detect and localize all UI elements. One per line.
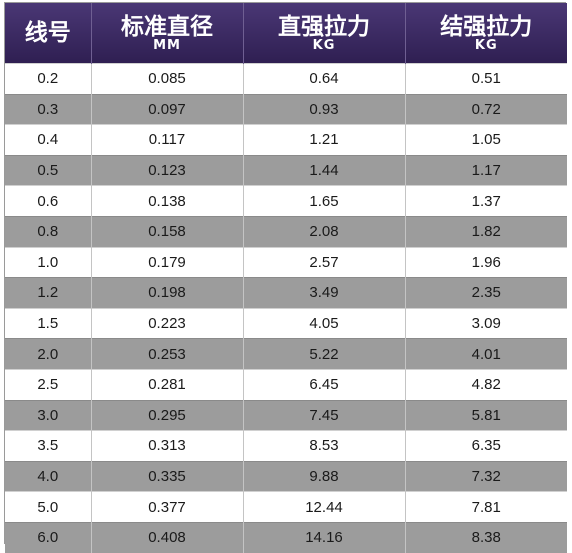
- table-row: 1.5 0.223 4.05 3.09: [5, 307, 567, 339]
- cell-diameter: 0.313: [91, 430, 244, 462]
- cell-diameter: 0.085: [91, 63, 244, 95]
- cell-line-number: 2.5: [5, 368, 92, 401]
- cell-diameter: 0.281: [91, 368, 244, 401]
- cell-knot-tensile: 8.38: [405, 521, 567, 553]
- cell-straight-tensile: 7.45: [243, 399, 406, 431]
- table-row: 1.0 0.179 2.57 1.96: [5, 246, 567, 278]
- table-row: 0.5 0.123 1.44 1.17: [5, 154, 567, 186]
- header-straight-tensile: 直强拉力 KG: [243, 3, 406, 64]
- cell-straight-tensile: 8.53: [243, 430, 406, 462]
- table-row: 0.3 0.097 0.93 0.72: [5, 93, 567, 125]
- spec-table-container: 线号 标准直径 MM 直强拉力 KG 结强拉力 KG 0.2 0.085 0.64 0…: [4, 2, 567, 553]
- cell-knot-tensile: 1.05: [405, 124, 567, 156]
- cell-line-number: 5.0: [5, 491, 92, 523]
- cell-straight-tensile: 1.65: [243, 185, 406, 217]
- cell-diameter: 0.253: [91, 338, 244, 370]
- cell-knot-tensile: 4.82: [405, 368, 567, 401]
- cell-line-number: 3.0: [5, 399, 92, 431]
- cell-straight-tensile: 1.21: [243, 124, 406, 156]
- table-row: 0.4 0.117 1.21 1.05: [5, 124, 567, 156]
- cell-diameter: 0.335: [91, 460, 244, 492]
- cell-diameter: 0.408: [91, 521, 244, 553]
- cell-diameter: 0.138: [91, 185, 244, 217]
- header-unit: KG: [312, 38, 336, 53]
- cell-line-number: 1.5: [5, 307, 92, 339]
- cell-diameter: 0.179: [91, 246, 244, 278]
- cell-knot-tensile: 0.51: [405, 63, 567, 95]
- table-row: 1.2 0.198 3.49 2.35: [5, 277, 567, 309]
- line-spec-table: 线号 标准直径 MM 直强拉力 KG 结强拉力 KG 0.2 0.085 0.64 0…: [5, 3, 567, 553]
- cell-knot-tensile: 1.17: [405, 154, 567, 186]
- cell-knot-tensile: 1.82: [405, 215, 567, 248]
- header-label: 直强拉力: [278, 14, 370, 40]
- header-unit: MM: [153, 38, 181, 53]
- cell-diameter: 0.295: [91, 399, 244, 431]
- table-row: 6.0 0.408 14.16 8.38: [5, 521, 567, 553]
- cell-straight-tensile: 9.88: [243, 460, 406, 492]
- cell-knot-tensile: 2.35: [405, 277, 567, 309]
- cell-line-number: 6.0: [5, 521, 92, 553]
- cell-knot-tensile: 1.37: [405, 185, 567, 217]
- header-label: 线号: [24, 20, 71, 46]
- header-standard-diameter: 标准直径 MM: [91, 3, 244, 64]
- cell-straight-tensile: 0.64: [243, 63, 406, 95]
- cell-straight-tensile: 3.49: [243, 277, 406, 309]
- cell-line-number: 0.5: [5, 154, 92, 186]
- cell-line-number: 1.0: [5, 246, 92, 278]
- header-unit: KG: [474, 38, 498, 53]
- cell-straight-tensile: 12.44: [243, 491, 406, 523]
- cell-line-number: 0.6: [5, 185, 92, 217]
- cell-straight-tensile: 4.05: [243, 307, 406, 339]
- cell-diameter: 0.123: [91, 154, 244, 186]
- cell-line-number: 0.8: [5, 215, 92, 248]
- cell-straight-tensile: 0.93: [243, 93, 406, 125]
- table-row: 2.0 0.253 5.22 4.01: [5, 338, 567, 370]
- cell-diameter: 0.097: [91, 93, 244, 125]
- table-row: 5.0 0.377 12.44 7.81: [5, 491, 567, 523]
- cell-line-number: 0.4: [5, 124, 92, 156]
- cell-knot-tensile: 1.96: [405, 246, 567, 278]
- cell-knot-tensile: 3.09: [405, 307, 567, 339]
- cell-knot-tensile: 5.81: [405, 399, 567, 431]
- cell-diameter: 0.223: [91, 307, 244, 339]
- cell-knot-tensile: 7.32: [405, 460, 567, 492]
- cell-line-number: 0.3: [5, 93, 92, 125]
- cell-knot-tensile: 4.01: [405, 338, 567, 370]
- cell-diameter: 0.158: [91, 215, 244, 248]
- header-label: 标准直径: [121, 14, 213, 40]
- cell-line-number: 0.2: [5, 63, 92, 95]
- header-label: 结强拉力: [440, 14, 533, 40]
- header-knot-tensile: 结强拉力 KG: [405, 3, 567, 64]
- table-row: 3.5 0.313 8.53 6.35: [5, 430, 567, 462]
- cell-line-number: 1.2: [5, 277, 92, 309]
- cell-straight-tensile: 2.57: [243, 246, 406, 278]
- cell-straight-tensile: 14.16: [243, 521, 406, 553]
- cell-diameter: 0.377: [91, 491, 244, 523]
- table-row: 0.8 0.158 2.08 1.82: [5, 215, 567, 248]
- table-body: 0.2 0.085 0.64 0.51 0.3 0.097 0.93 0.72 0.4 0.117…: [5, 63, 567, 553]
- cell-knot-tensile: 0.72: [405, 93, 567, 125]
- cell-knot-tensile: 6.35: [405, 430, 567, 462]
- table-header: 线号 标准直径 MM 直强拉力 KG 结强拉力 KG: [5, 3, 567, 64]
- table-row: 4.0 0.335 9.88 7.32: [5, 460, 567, 492]
- cell-line-number: 3.5: [5, 430, 92, 462]
- header-row: 线号 标准直径 MM 直强拉力 KG 结强拉力 KG: [5, 3, 567, 64]
- cell-straight-tensile: 2.08: [243, 215, 406, 248]
- cell-knot-tensile: 7.81: [405, 491, 567, 523]
- table-row: 0.2 0.085 0.64 0.51: [5, 63, 567, 95]
- cell-line-number: 2.0: [5, 338, 92, 370]
- table-row: 2.5 0.281 6.45 4.82: [5, 368, 567, 401]
- cell-straight-tensile: 5.22: [243, 338, 406, 370]
- header-line-number: 线号: [5, 3, 92, 64]
- cell-line-number: 4.0: [5, 460, 92, 492]
- cell-straight-tensile: 6.45: [243, 368, 406, 401]
- cell-straight-tensile: 1.44: [243, 154, 406, 186]
- cell-diameter: 0.117: [91, 124, 244, 156]
- cell-diameter: 0.198: [91, 277, 244, 309]
- table-row: 0.6 0.138 1.65 1.37: [5, 185, 567, 217]
- table-row: 3.0 0.295 7.45 5.81: [5, 399, 567, 431]
